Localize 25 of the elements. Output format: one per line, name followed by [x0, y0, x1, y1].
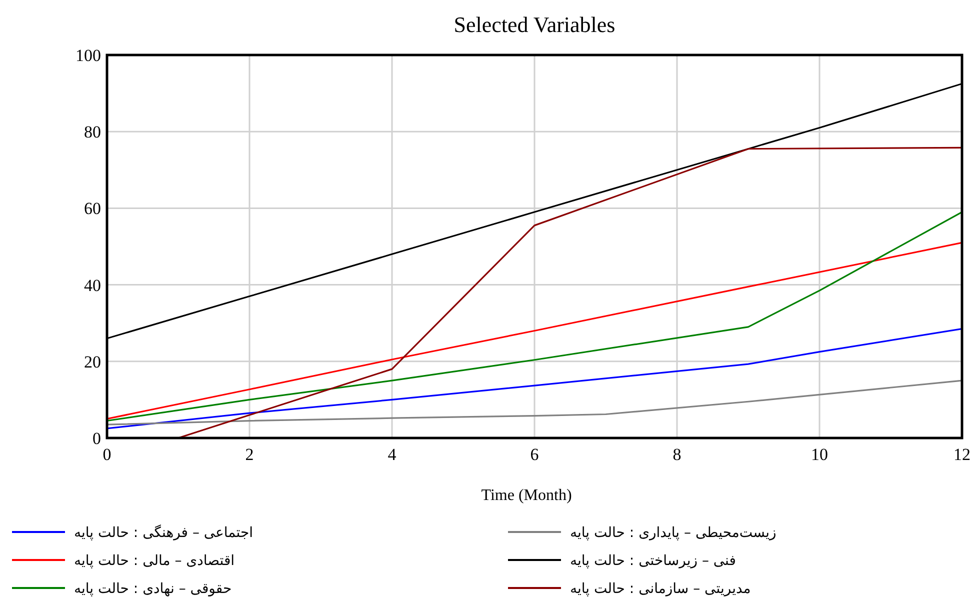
line-series [177, 146, 962, 438]
x-tick-label: 10 [811, 445, 828, 464]
legend-label: فنی – زیرساختی : حالت پایه [570, 553, 736, 569]
legend-label: حقوقی – نهادی : حالت پایه [74, 581, 232, 597]
chart-title: Selected Variables [454, 12, 616, 37]
y-tick-label: 40 [84, 276, 101, 295]
y-tick-label: 60 [84, 199, 101, 218]
line-series [107, 380, 962, 426]
line-series [107, 242, 962, 420]
legend-label: مدیریتی – سازمانی : حالت پایه [570, 581, 751, 597]
y-tick-label: 100 [76, 46, 101, 65]
y-tick-label: 20 [84, 352, 101, 372]
x-tick-label: 2 [245, 445, 254, 464]
line-series [107, 211, 962, 422]
y-tick-label: 80 [84, 122, 101, 142]
legend-label: زیست‌محیطی – پایداری : حالت پایه [570, 525, 776, 541]
line-series [107, 328, 962, 430]
x-tick-label: 6 [530, 445, 539, 464]
y-tick-label: 0 [92, 429, 101, 448]
x-tick-label: 8 [672, 445, 682, 464]
legend-label: اقتصادی – مالی : حالت پایه [74, 553, 235, 569]
x-tick-label: 4 [388, 445, 397, 464]
x-tick-label: 12 [954, 445, 970, 464]
x-axis-title: Time (Month) [481, 487, 572, 504]
legend-label: اجتماعی – فرهنگی : حالت پایه [74, 524, 254, 541]
